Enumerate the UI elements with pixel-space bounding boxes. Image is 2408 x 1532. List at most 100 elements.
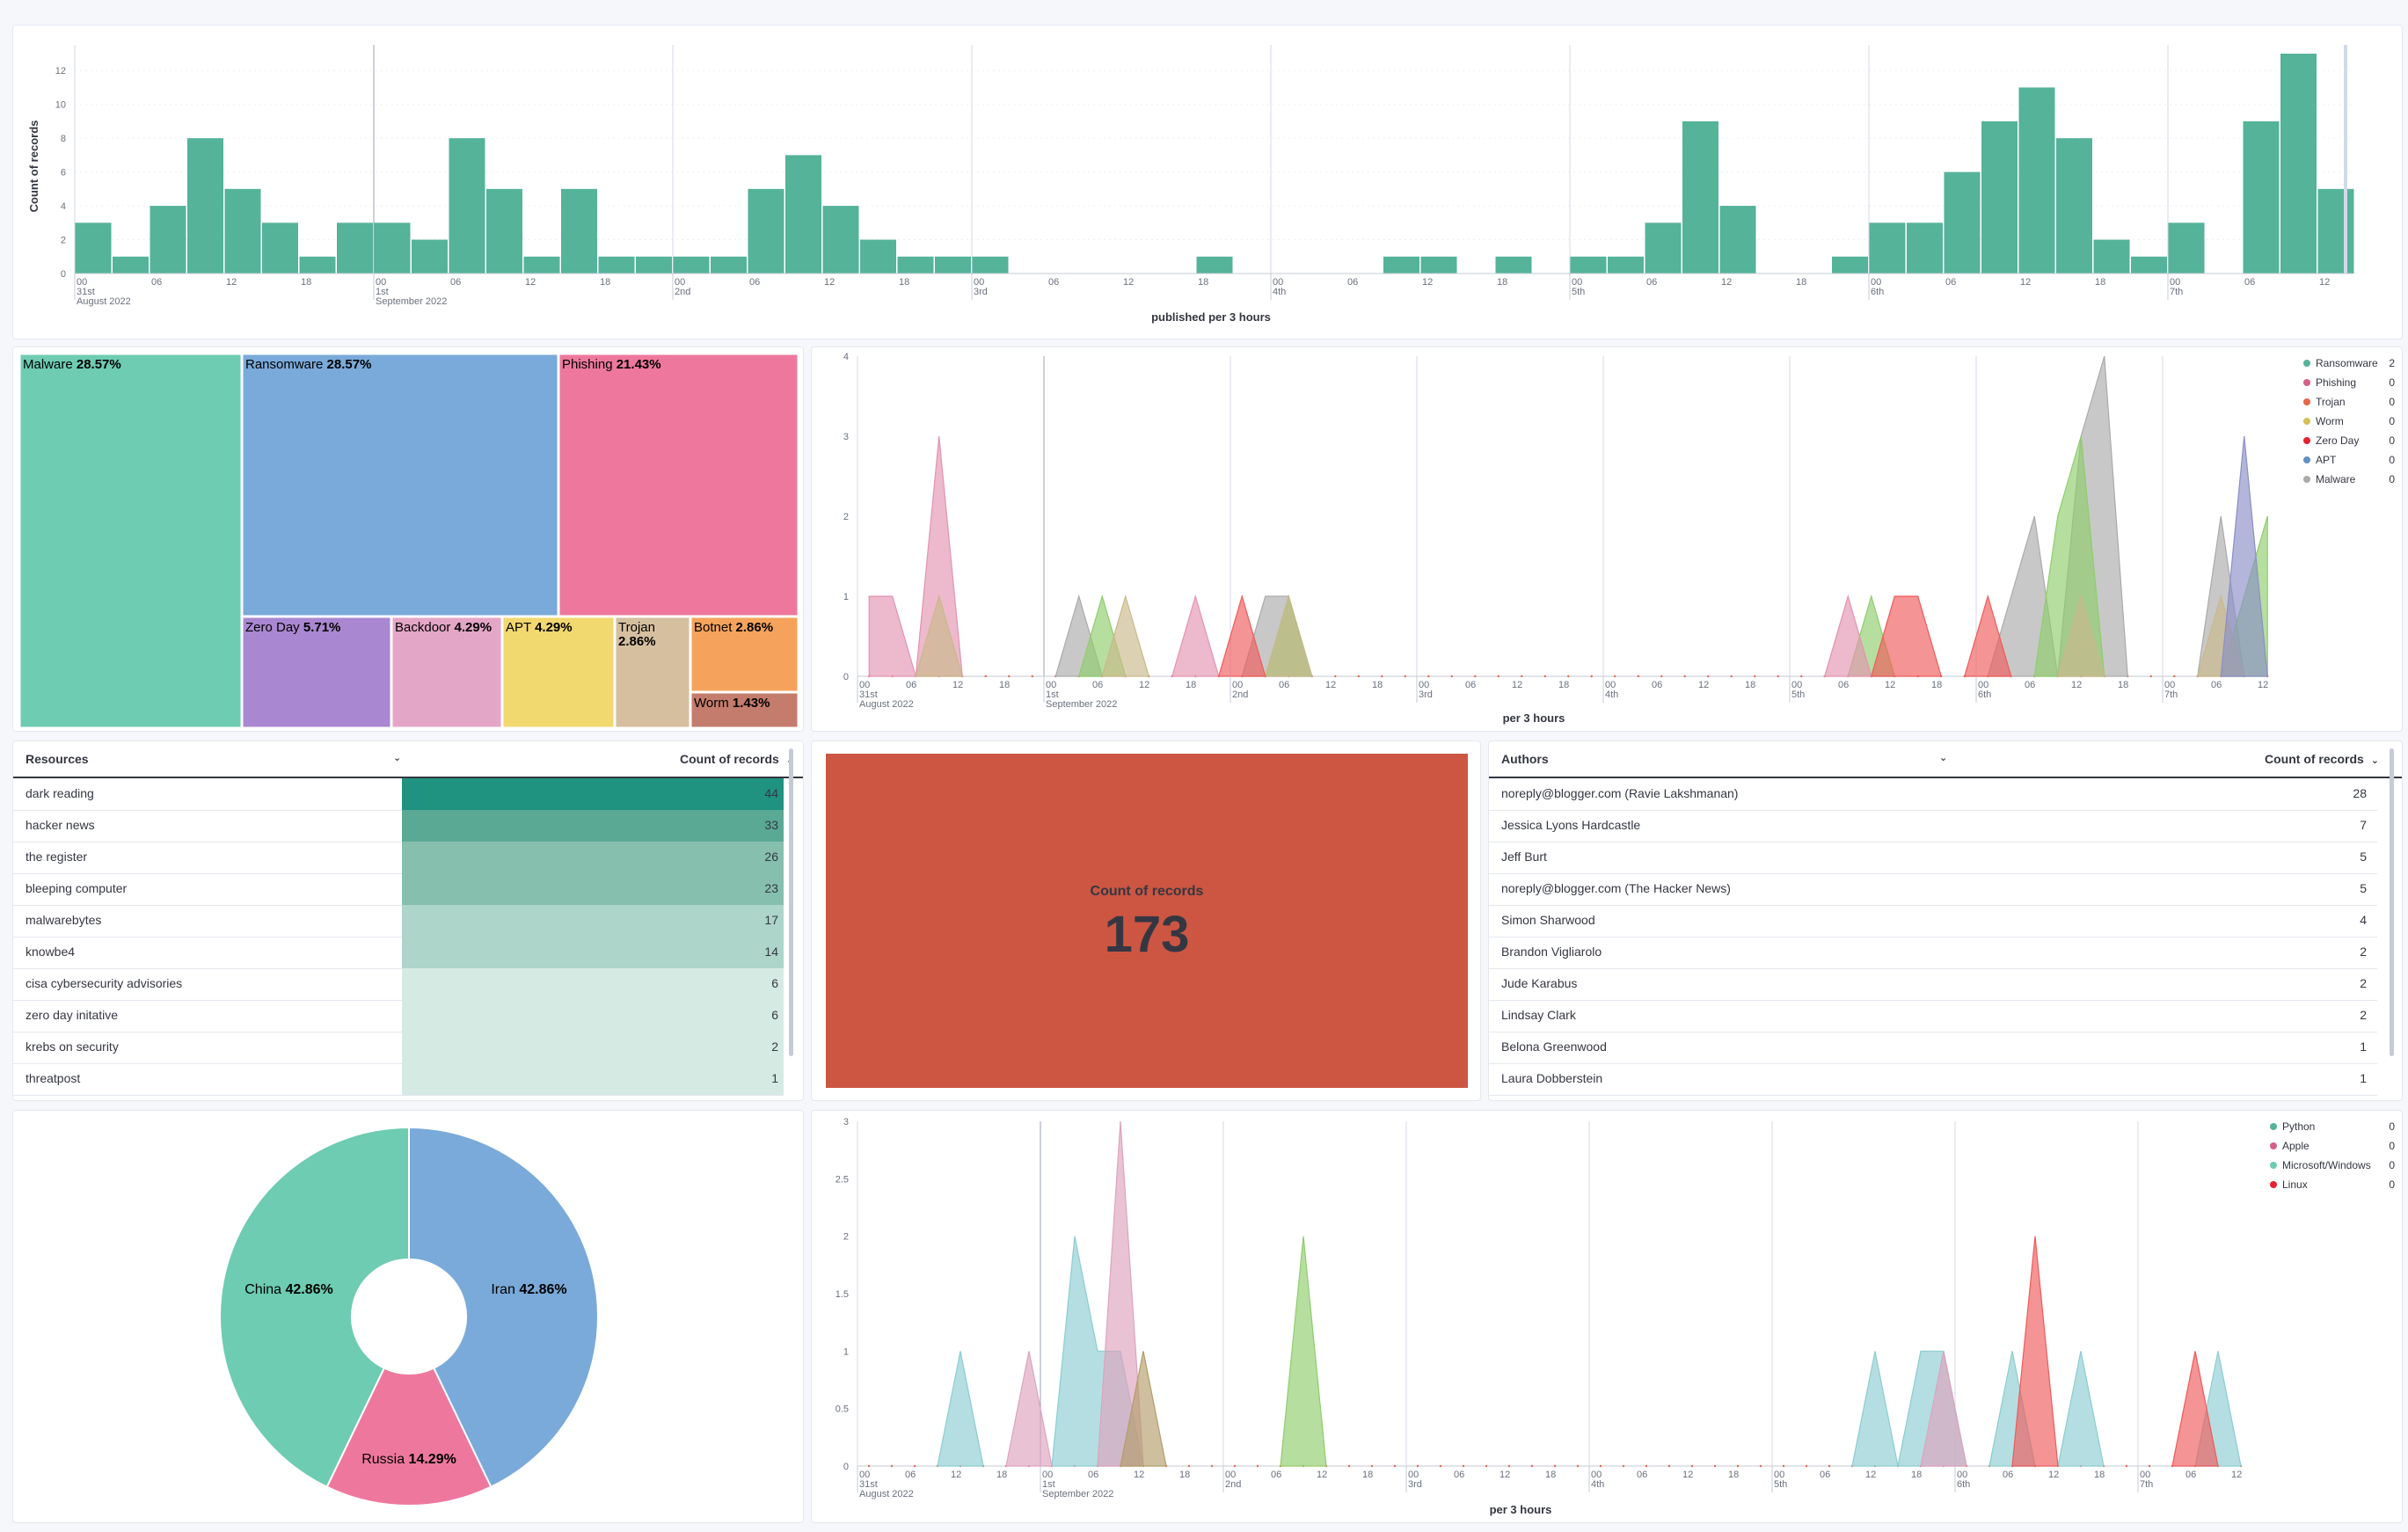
table-row[interactable]: noreply@blogger.com (The Hacker News) 5 <box>1489 873 2377 906</box>
resources-column-header[interactable]: Resources ⌄ <box>26 752 402 766</box>
histogram-bar[interactable] <box>2093 239 2130 274</box>
histogram-bar[interactable] <box>1570 256 1607 274</box>
histogram-bar[interactable] <box>897 256 934 274</box>
threat-legend-label[interactable]: Trojan <box>2316 396 2346 408</box>
table-row[interactable]: Laura Dobberstein 1 <box>1489 1063 2377 1096</box>
threat-area-zero-day[interactable] <box>1963 594 2012 677</box>
histogram-bar[interactable] <box>412 239 448 274</box>
histogram-bar[interactable] <box>1645 223 1682 274</box>
threat-legend-swatch[interactable] <box>2303 379 2310 386</box>
os-area-microsoft-windows[interactable] <box>1851 1351 1899 1467</box>
os-legend-swatch[interactable] <box>2270 1142 2277 1149</box>
histogram-bar[interactable] <box>486 188 522 274</box>
threat-area-phishing[interactable] <box>1823 594 1872 677</box>
table-row[interactable]: threatpost 1 <box>13 1063 784 1096</box>
authors-column-header[interactable]: Authors ⌄ <box>1501 752 1948 766</box>
table-row[interactable]: zero day initative 6 <box>13 1000 784 1032</box>
threat-legend-label[interactable]: Ransomware <box>2316 357 2378 369</box>
os-area-microsoft-windows[interactable] <box>2057 1351 2105 1467</box>
table-row[interactable]: krebs on security 2 <box>13 1032 784 1064</box>
histogram-bar[interactable] <box>860 239 896 274</box>
treemap-tile-backdoor[interactable] <box>391 616 502 728</box>
table-row[interactable]: Simon Sharwood 4 <box>1489 905 2377 937</box>
threat-area-worm[interactable] <box>2056 594 2105 677</box>
threat-legend-label[interactable]: Phishing <box>2316 376 2356 389</box>
donut-slice-iran[interactable] <box>408 1126 599 1489</box>
histogram-bar[interactable] <box>2168 223 2205 274</box>
authors-scrollbar[interactable] <box>2390 748 2394 1056</box>
table-row[interactable]: the register 26 <box>13 842 784 874</box>
os-area-linux[interactable] <box>2171 1351 2219 1467</box>
table-row[interactable]: Jessica Lyons Hardcastle 7 <box>1489 810 2377 843</box>
authors-count-header[interactable]: Count of records ⌄ <box>2265 752 2379 766</box>
chevron-down-icon[interactable]: ⌄ <box>393 753 402 763</box>
histogram-bar[interactable] <box>1383 256 1419 274</box>
histogram-bar[interactable] <box>1420 256 1457 274</box>
histogram-bar[interactable] <box>2056 138 2092 274</box>
histogram-bar[interactable] <box>2243 120 2280 274</box>
table-row[interactable]: Jude Karabus 2 <box>1489 968 2377 1001</box>
table-row[interactable]: Belona Greenwood 1 <box>1489 1032 2377 1064</box>
threat-legend-swatch[interactable] <box>2303 398 2310 405</box>
os-legend-label[interactable]: Microsoft/Windows <box>2282 1159 2371 1171</box>
table-row[interactable]: knowbe4 14 <box>13 937 784 969</box>
os-legend-swatch[interactable] <box>2270 1123 2277 1130</box>
histogram-bar[interactable] <box>2018 87 2055 274</box>
histogram-bar[interactable] <box>1981 120 2018 274</box>
treemap-tile-malware[interactable] <box>19 354 242 728</box>
table-row[interactable]: hacker news 33 <box>13 810 784 843</box>
threat-area-worm[interactable] <box>915 594 964 677</box>
histogram-bar[interactable] <box>1907 223 1943 274</box>
histogram-bar[interactable] <box>785 155 821 274</box>
table-row[interactable]: malwarebytes 17 <box>13 905 784 937</box>
treemap-tile-phishing[interactable] <box>558 354 799 616</box>
os-legend-swatch[interactable] <box>2270 1162 2277 1169</box>
histogram-bar[interactable] <box>673 256 710 274</box>
os-area-python[interactable] <box>1280 1236 1327 1467</box>
os-area-worm[interactable] <box>1120 1351 1167 1467</box>
histogram-bar[interactable] <box>1869 223 1906 274</box>
threat-legend-swatch[interactable] <box>2303 456 2310 463</box>
resources-scrollbar[interactable] <box>789 748 793 1056</box>
histogram-bar[interactable] <box>523 256 560 274</box>
histogram-bar[interactable] <box>2280 54 2317 274</box>
table-row[interactable]: Lindsay Clark 2 <box>1489 1000 2377 1032</box>
os-legend-label[interactable]: Apple <box>2282 1140 2309 1152</box>
histogram-bar[interactable] <box>748 188 784 274</box>
histogram-bar[interactable] <box>1682 120 1718 274</box>
histogram-bar[interactable] <box>113 256 149 274</box>
threat-area-phishing[interactable] <box>868 595 917 677</box>
os-area-linux[interactable] <box>2011 1236 2059 1467</box>
treemap-tile-trojan[interactable] <box>615 616 690 728</box>
table-row[interactable]: cisa cybersecurity advisories 6 <box>13 968 784 1001</box>
treemap-tile-apt[interactable] <box>502 616 615 728</box>
treemap-tile-zero-day[interactable] <box>242 616 391 728</box>
chevron-down-icon[interactable]: ⌄ <box>2370 755 2379 766</box>
threat-area-phishing[interactable] <box>1171 594 1220 677</box>
threat-legend-label[interactable]: Malware <box>2316 473 2356 485</box>
histogram-bar[interactable] <box>2317 188 2354 274</box>
histogram-bar[interactable] <box>822 206 859 274</box>
threat-area-apt[interactable] <box>2220 435 2268 677</box>
os-area-microsoft-windows[interactable] <box>937 1351 984 1467</box>
threat-area-worm[interactable] <box>1101 594 1150 677</box>
table-row[interactable]: Brandon Vigliarolo 2 <box>1489 937 2377 969</box>
treemap-tile-botnet[interactable] <box>690 616 799 692</box>
treemap-tile-worm[interactable] <box>690 692 799 728</box>
threat-legend-label[interactable]: Worm <box>2316 415 2344 427</box>
histogram-bar[interactable] <box>636 256 672 274</box>
table-row[interactable]: Jeff Burt 5 <box>1489 842 2377 874</box>
histogram-bar[interactable] <box>972 256 1009 274</box>
threat-legend-label[interactable]: Zero Day <box>2316 434 2359 447</box>
histogram-bar[interactable] <box>2131 256 2167 274</box>
threat-legend-label[interactable]: APT <box>2316 454 2337 466</box>
histogram-bar[interactable] <box>711 256 747 274</box>
histogram-bar[interactable] <box>299 256 336 274</box>
os-area-apple[interactable] <box>1920 1351 1967 1467</box>
threat-legend-swatch[interactable] <box>2303 360 2310 367</box>
histogram-bar[interactable] <box>935 256 971 274</box>
donut-slice-china[interactable] <box>219 1126 410 1489</box>
histogram-bar[interactable] <box>1196 256 1233 274</box>
histogram-bar[interactable] <box>262 223 298 274</box>
os-area-apple[interactable] <box>1005 1351 1053 1467</box>
